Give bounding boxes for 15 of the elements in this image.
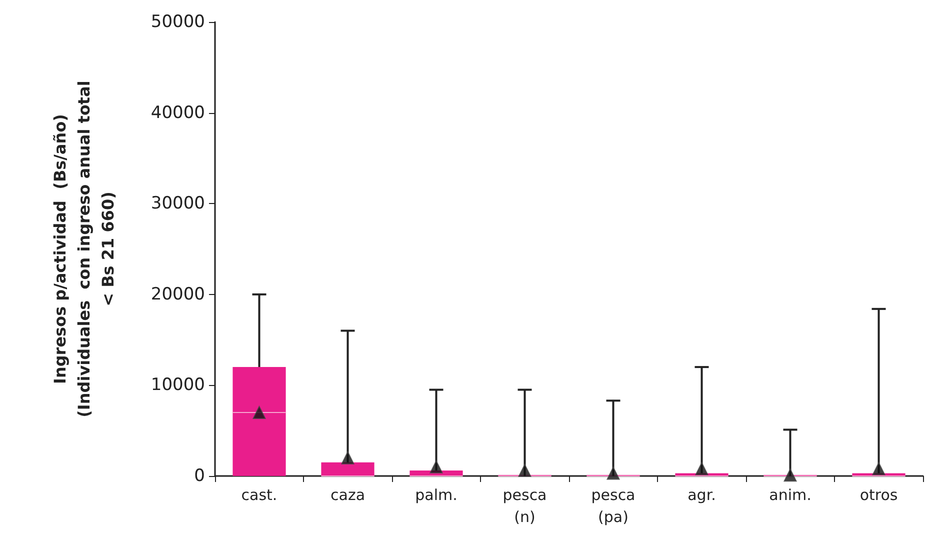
x-tick-label: pesca (n)	[502, 486, 547, 526]
y-tick-label: 10000	[150, 375, 205, 396]
y-tick-label: 30000	[150, 194, 205, 214]
x-tick-label: otros	[860, 486, 898, 504]
x-tick-label: pesca (pa)	[591, 486, 636, 526]
x-tick-label: caza	[330, 486, 366, 504]
y-axis-title: Ingresos p/actividad (Bs/año) (Individuales con ingreso anual total < Bs 21 660)	[50, 80, 118, 418]
y-tick-label: 50000	[150, 12, 205, 32]
y-tick-label: 20000	[150, 284, 205, 304]
x-tick-label: anim.	[769, 486, 812, 504]
x-tick-label: palm.	[415, 486, 458, 504]
x-tick-label: agr.	[688, 486, 716, 504]
y-tick-label: 40000	[150, 102, 205, 123]
x-tick-label: cast.	[241, 486, 278, 504]
y-tick-label: 0	[194, 466, 205, 486]
